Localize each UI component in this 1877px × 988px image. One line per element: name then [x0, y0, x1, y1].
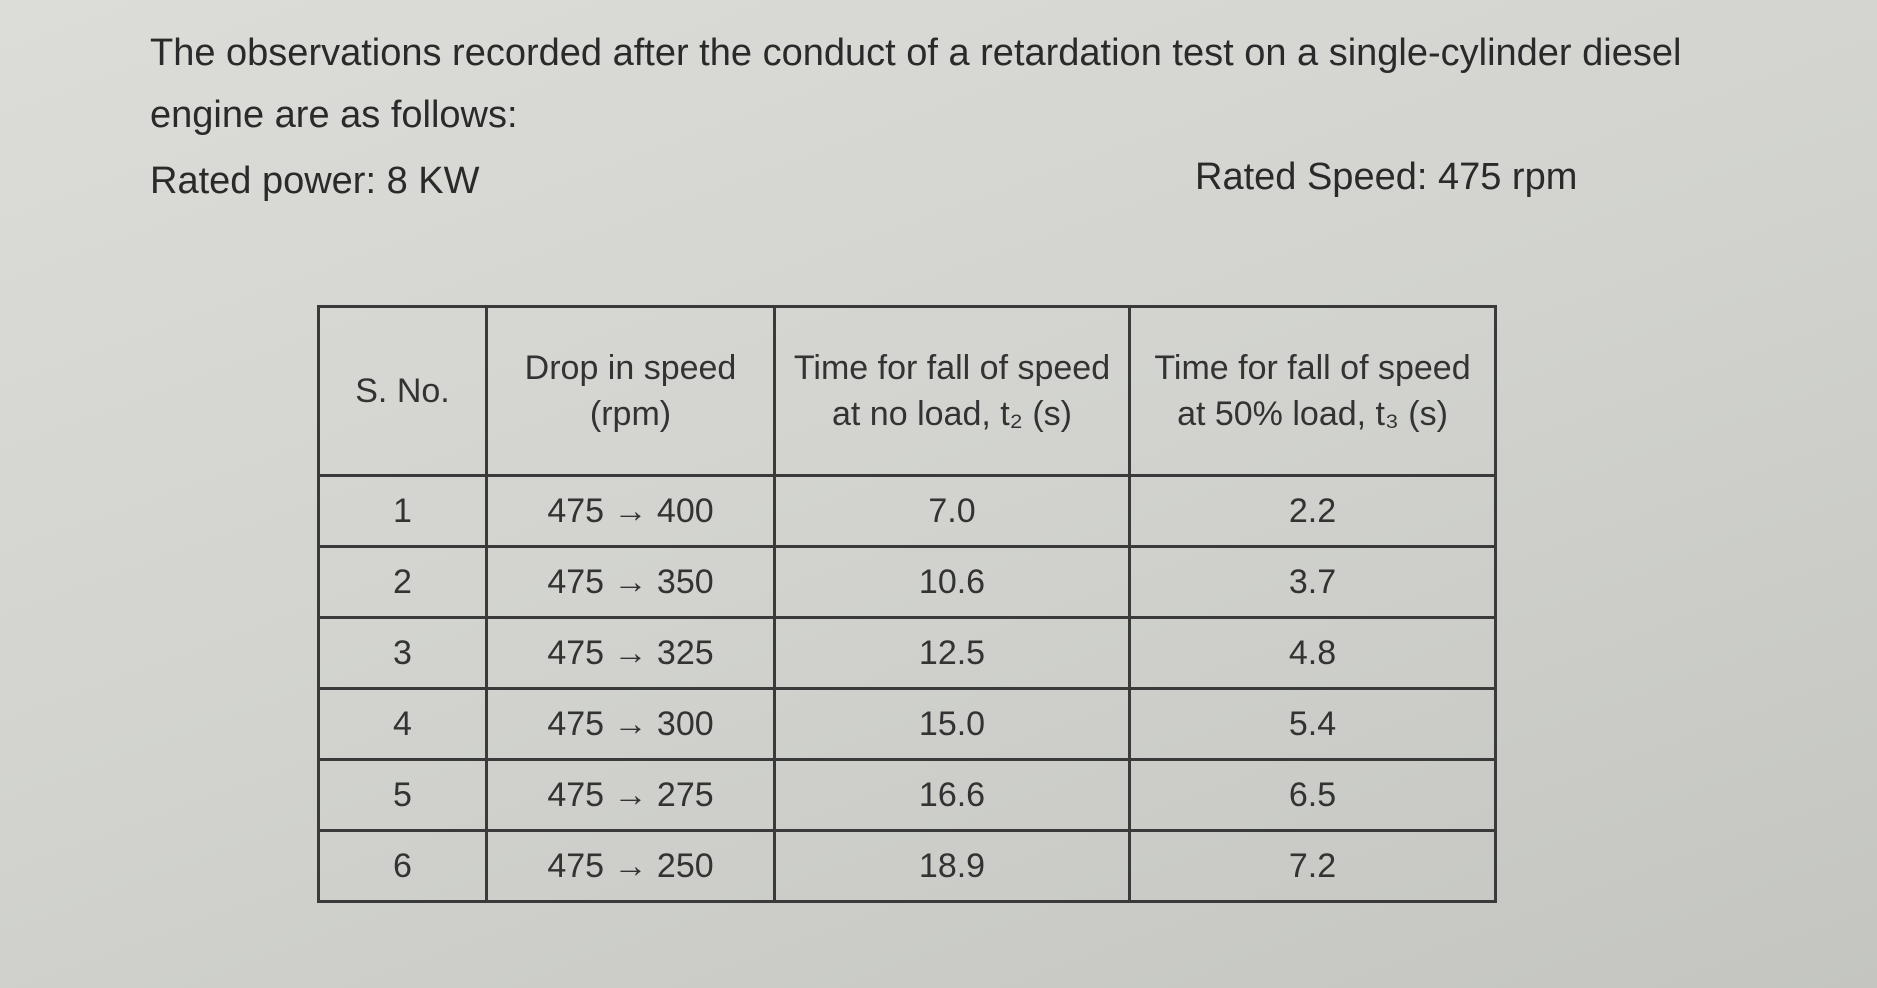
table-cell: 2.2 — [1128, 474, 1497, 548]
header-row: S. No. Drop in speed (rpm) Time for fall o… — [317, 305, 1497, 477]
table-cell: 3.7 — [1128, 545, 1497, 619]
table-cell: 4.8 — [1128, 616, 1497, 690]
header-cell: S. No. — [317, 305, 488, 477]
table-cell: 4 — [317, 687, 488, 761]
table-cell: 3 — [317, 616, 488, 690]
table-row: 3 475 → 325 12.5 4.8 — [317, 616, 1497, 690]
table-cell: 475 → 300 — [485, 687, 776, 761]
table-cell: 475 → 400 — [485, 474, 776, 548]
table-cell: 475 → 350 — [485, 545, 776, 619]
table-row: 4 475 → 300 15.0 5.4 — [317, 687, 1497, 761]
header-cell: Time for fall of speed at 50% load, t₃ (… — [1128, 305, 1497, 477]
table-row: 2 475 → 350 10.6 3.7 — [317, 545, 1497, 619]
table-cell: 2 — [317, 545, 488, 619]
observation-table: S. No. Drop in speed (rpm) Time for fall o… — [317, 305, 1497, 903]
table-cell: 5.4 — [1128, 687, 1497, 761]
table-cell: 7.2 — [1128, 829, 1497, 903]
table-row: 5 475 → 275 16.6 6.5 — [317, 758, 1497, 832]
table-cell: 16.6 — [773, 758, 1131, 832]
table-cell: 18.9 — [773, 829, 1131, 903]
table-cell: 475 → 325 — [485, 616, 776, 690]
intro-text: The observations recorded after the cond… — [150, 32, 1682, 136]
header-cell: Time for fall of speed at no load, t₂ (s… — [773, 305, 1131, 477]
table-cell: 7.0 — [773, 474, 1131, 548]
table-cell: 5 — [317, 758, 488, 832]
table-cell: 1 — [317, 474, 488, 548]
table-cell: 475 → 275 — [485, 758, 776, 832]
header-cell: Drop in speed (rpm) — [485, 305, 776, 477]
table-cell: 6 — [317, 829, 488, 903]
table-row: 1 475 → 400 7.0 2.2 — [317, 474, 1497, 548]
table-cell: 12.5 — [773, 616, 1131, 690]
rated-speed: Rated Speed: 475 rpm — [1195, 156, 1578, 198]
table-row: 6 475 → 250 18.9 7.2 — [317, 829, 1497, 903]
table-body: 1 475 → 400 7.0 2.2 2 475 → 350 10.6 3.7 3 475 → … — [317, 474, 1497, 903]
table-cell: 6.5 — [1128, 758, 1497, 832]
table-cell: 475 → 250 — [485, 829, 776, 903]
table-cell: 15.0 — [773, 687, 1131, 761]
table-cell: 10.6 — [773, 545, 1131, 619]
rated-power: Rated power: 8 KW — [150, 160, 480, 202]
